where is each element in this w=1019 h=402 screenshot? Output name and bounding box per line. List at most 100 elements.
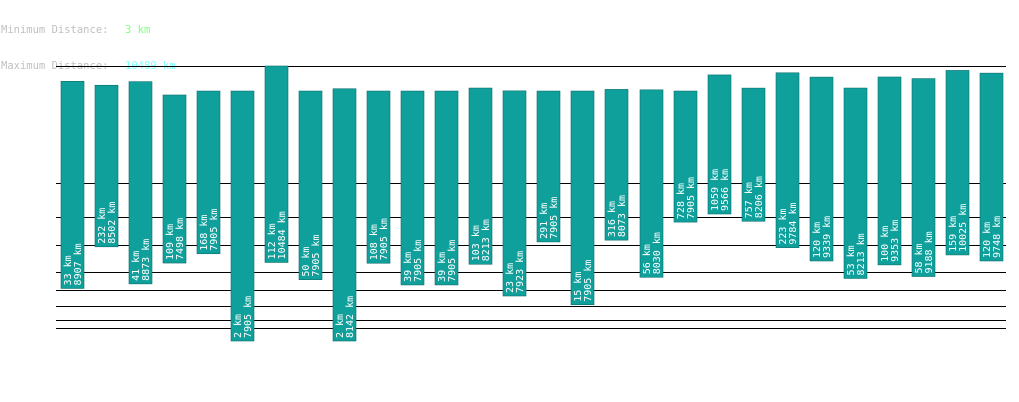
bar-max-label: 9748 km bbox=[992, 216, 1003, 258]
range-bar bbox=[264, 65, 289, 263]
range-bar bbox=[468, 87, 493, 265]
bar-max-label: 7923 km bbox=[515, 251, 526, 293]
bar-max-label: 7905 km bbox=[549, 197, 560, 239]
range-bar bbox=[911, 78, 936, 277]
bar-max-label: 10484 km bbox=[277, 211, 288, 259]
range-bar bbox=[775, 72, 800, 248]
range-bar bbox=[60, 81, 85, 289]
bar-min-label: 33 km bbox=[63, 255, 74, 285]
legend-min-row: Minimum Distance: 3 km bbox=[1, 24, 176, 36]
bar-min-label: 2 km bbox=[233, 314, 244, 338]
range-bar bbox=[400, 90, 425, 286]
range-bar-group: 53 km 8213 km bbox=[843, 87, 868, 279]
bar-max-label: 8030 km bbox=[652, 232, 663, 274]
bar-min-label: 120 km bbox=[982, 222, 993, 258]
range-bar bbox=[94, 84, 119, 248]
range-bar-group: 15 km 7905 km bbox=[570, 90, 595, 306]
range-bar bbox=[536, 90, 561, 243]
range-bar-group: 58 km 9188 km bbox=[911, 78, 936, 277]
bar-min-label: 103 km bbox=[471, 225, 482, 261]
legend-min-label: Minimum Distance: bbox=[1, 24, 109, 36]
range-bar bbox=[741, 87, 766, 222]
range-bar bbox=[366, 90, 391, 264]
bar-min-label: 58 km bbox=[914, 243, 925, 273]
range-bar-group: 291 km 7905 km bbox=[536, 90, 561, 243]
bar-max-label: 9353 km bbox=[890, 220, 901, 262]
range-bar bbox=[945, 70, 970, 256]
range-bar bbox=[979, 72, 1004, 262]
bar-min-label: 728 km bbox=[676, 183, 687, 219]
bar-min-label: 39 km bbox=[403, 252, 414, 282]
bar-max-label: 8213 km bbox=[856, 233, 867, 275]
bar-min-label: 50 km bbox=[301, 247, 312, 277]
bar-min-label: 109 km bbox=[165, 224, 176, 260]
range-bar-group: 120 km 9748 km bbox=[979, 72, 1004, 262]
range-bar-group: 757 km 8206 km bbox=[741, 87, 766, 222]
bar-min-label: 1059 km bbox=[710, 169, 721, 211]
bar-min-label: 316 km bbox=[607, 201, 618, 237]
bar-max-label: 9566 km bbox=[720, 169, 731, 211]
bar-max-label: 8206 km bbox=[754, 176, 765, 218]
range-bar-group: 316 km 8073 km bbox=[604, 89, 629, 241]
range-bar bbox=[843, 87, 868, 279]
bar-min-label: 291 km bbox=[539, 203, 550, 239]
bar-max-label: 7498 km bbox=[175, 218, 186, 260]
range-bar-group: 223 km 9784 km bbox=[775, 72, 800, 248]
range-bar-group: 120 km 9339 km bbox=[809, 76, 834, 262]
bar-min-label: 56 km bbox=[642, 244, 653, 274]
bar-min-label: 100 km bbox=[880, 226, 891, 262]
legend: Minimum Distance: 3 km Maximum Distance: 1… bbox=[1, 0, 176, 84]
range-bar-group: 112 km 10484 km bbox=[264, 65, 289, 263]
range-bar bbox=[673, 90, 698, 223]
bar-min-label: 120 km bbox=[812, 222, 823, 258]
bar-max-label: 9188 km bbox=[924, 231, 935, 273]
range-bar-group: 41 km 8873 km bbox=[128, 81, 153, 285]
range-bar bbox=[434, 90, 459, 286]
bar-max-label: 8213 km bbox=[481, 219, 492, 261]
bar-max-label: 8873 km bbox=[141, 239, 152, 281]
range-bar bbox=[639, 89, 664, 278]
bar-min-label: 41 km bbox=[131, 251, 142, 281]
bar-min-label: 232 km bbox=[97, 208, 108, 244]
bar-min-label: 223 km bbox=[778, 209, 789, 245]
bar-min-label: 112 km bbox=[267, 223, 278, 259]
range-bar-group: 1059 km 9566 km bbox=[707, 74, 732, 215]
range-bar-group: 50 km 7905 km bbox=[298, 90, 323, 280]
range-bar bbox=[604, 89, 629, 241]
bar-min-label: 23 km bbox=[505, 263, 516, 293]
bar-max-label: 9339 km bbox=[822, 216, 833, 258]
bar-max-label: 7905 km bbox=[413, 240, 424, 282]
bar-min-label: 168 km bbox=[199, 215, 210, 251]
bar-min-label: 39 km bbox=[437, 252, 448, 282]
range-bar-group: 2 km 7905 km bbox=[230, 90, 255, 342]
range-bar-group: 56 km 8030 km bbox=[639, 89, 664, 278]
range-bar-group: 100 km 9353 km bbox=[877, 76, 902, 266]
bar-max-label: 7905 km bbox=[379, 218, 390, 260]
bar-min-label: 15 km bbox=[573, 272, 584, 302]
bar-max-label: 7905 km bbox=[209, 209, 220, 251]
bar-min-label: 757 km bbox=[744, 182, 755, 218]
range-bar bbox=[809, 76, 834, 262]
range-bar-group: 108 km 7905 km bbox=[366, 90, 391, 264]
bar-min-label: 159 km bbox=[948, 216, 959, 252]
range-bar-group: 232 km 8502 km bbox=[94, 84, 119, 248]
legend-min-value: 3 km bbox=[125, 24, 151, 36]
bar-max-label: 7905 km bbox=[583, 260, 594, 302]
range-bar bbox=[230, 90, 255, 342]
range-bar-group: 159 km 10025 km bbox=[945, 70, 970, 256]
bar-max-label: 8142 km bbox=[345, 296, 356, 338]
range-bar bbox=[877, 76, 902, 266]
range-bar-group: 728 km 7905 km bbox=[673, 90, 698, 223]
range-bar bbox=[502, 90, 527, 297]
range-bar bbox=[707, 74, 732, 215]
bar-max-label: 7905 km bbox=[447, 240, 458, 282]
range-bar-group: 39 km 7905 km bbox=[400, 90, 425, 286]
range-bar-group: 23 km 7923 km bbox=[502, 90, 527, 297]
range-bar-group: 2 km 8142 km bbox=[332, 88, 357, 342]
bar-max-label: 7905 km bbox=[686, 177, 697, 219]
bar-max-label: 7905 km bbox=[311, 235, 322, 277]
range-bar bbox=[332, 88, 357, 342]
bar-min-label: 53 km bbox=[846, 245, 857, 275]
bar-min-label: 2 km bbox=[335, 314, 346, 338]
